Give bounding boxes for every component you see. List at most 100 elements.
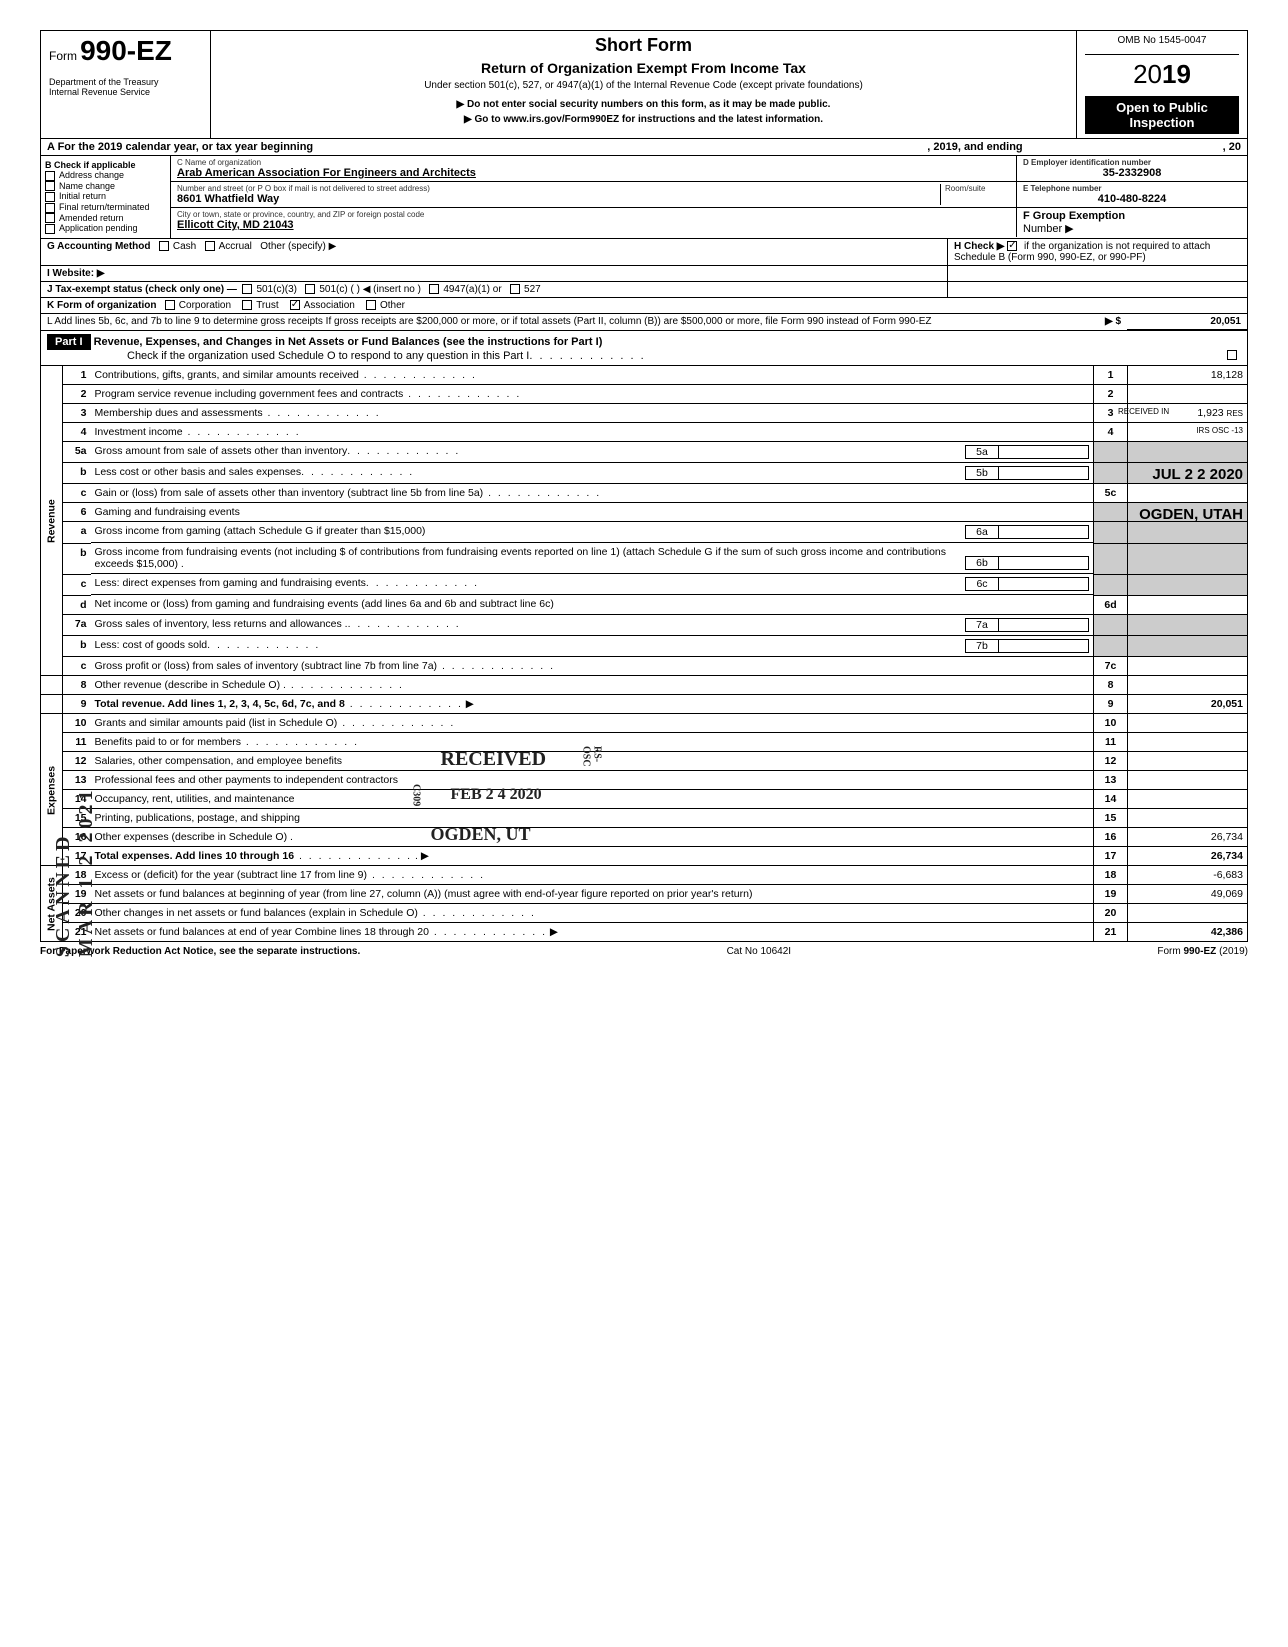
cell-f-group: F Group Exemption Number ▶	[1017, 208, 1247, 237]
lines-table: Revenue 1Contributions, gifts, grants, a…	[40, 366, 1248, 943]
part1-check-text: Check if the organization used Schedule …	[127, 350, 529, 362]
line-5c: cGain or (loss) from sale of assets othe…	[41, 484, 1248, 503]
cell-e-phone: E Telephone number 410-480-8224	[1017, 182, 1247, 207]
c-name-label: C Name of organization	[177, 158, 1010, 167]
side-expenses: Expenses	[41, 714, 63, 866]
cell-h: H Check ▶ if the organization is not req…	[947, 239, 1247, 265]
city-label: City or town, state or province, country…	[177, 210, 1010, 219]
title-short: Short Form	[219, 35, 1068, 56]
line-1: Revenue 1Contributions, gifts, grants, a…	[41, 366, 1248, 385]
line-16: 16Other expenses (describe in Schedule O…	[41, 828, 1248, 847]
phone-value: 410-480-8224	[1023, 193, 1241, 205]
note-ssn: Do not enter social security numbers on …	[219, 99, 1068, 110]
side-revenue: Revenue	[41, 366, 63, 676]
chk-initial-return[interactable]: Initial return	[45, 191, 166, 202]
header-left: Form 990-EZ Department of the Treasury I…	[41, 31, 211, 138]
cell-j: J Tax-exempt status (check only one) — 5…	[41, 282, 947, 297]
year-prefix: 20	[1133, 59, 1162, 89]
stamp-irs-osc: IRS OSC -13	[1128, 422, 1248, 441]
dept-treasury: Department of the Treasury Internal Reve…	[49, 77, 202, 97]
part1-header: Part I Revenue, Expenses, and Changes in…	[40, 331, 1248, 366]
b-header: B Check if applicable	[45, 160, 166, 170]
line-21: 21Net assets or fund balances at end of …	[41, 923, 1248, 942]
stamp-ogden-utah: OGDEN, UTAH	[1139, 506, 1243, 523]
h-label: H Check ▶	[954, 241, 1004, 252]
year-bold: 19	[1162, 59, 1191, 89]
row-a: A For the 2019 calendar year, or tax yea…	[40, 139, 1248, 156]
org-city: Ellicott City, MD 21043	[177, 219, 294, 231]
line-14: 14Occupancy, rent, utilities, and mainte…	[41, 790, 1248, 809]
line-20: 20Other changes in net assets or fund ba…	[41, 904, 1248, 923]
header-mid: Short Form Return of Organization Exempt…	[211, 31, 1077, 138]
line-13: 13Professional fees and other payments t…	[41, 771, 1248, 790]
meta-grid: B Check if applicable Address change Nam…	[40, 156, 1248, 239]
j-label: J Tax-exempt status (check only one) —	[47, 284, 237, 295]
note-url: Go to www.irs.gov/Form990EZ for instruct…	[219, 114, 1068, 125]
col-b-checkboxes: B Check if applicable Address change Nam…	[41, 156, 171, 238]
line-5a: 5aGross amount from sale of assets other…	[41, 441, 1248, 463]
l-text: L Add lines 5b, 6c, and 7b to line 9 to …	[41, 314, 1067, 330]
org-street: 8601 Whatfield Way	[177, 193, 279, 205]
chk-cash[interactable]	[159, 241, 169, 251]
line-17: 17Total expenses. Add lines 10 through 1…	[41, 847, 1248, 866]
e-label: E Telephone number	[1023, 184, 1241, 193]
line-8: 8Other revenue (describe in Schedule O) …	[41, 676, 1248, 695]
chk-527[interactable]	[510, 284, 520, 294]
cell-k: K Form of organization Corporation Trust…	[41, 298, 411, 313]
part1-title: Revenue, Expenses, and Changes in Net As…	[94, 336, 603, 348]
chk-4947[interactable]	[429, 284, 439, 294]
d-label: D Employer identification number	[1023, 158, 1241, 167]
chk-assoc[interactable]	[290, 300, 300, 310]
tax-year: 2019	[1085, 59, 1239, 90]
header-right: OMB No 1545-0047 2019 Open to Public Ins…	[1077, 31, 1247, 138]
chk-corp[interactable]	[165, 300, 175, 310]
cell-c-name: C Name of organization Arab American Ass…	[171, 156, 1017, 181]
stamp-received-in: RECEIVED IN	[1118, 407, 1169, 416]
form-label: Form	[49, 49, 77, 63]
title-sub: Under section 501(c), 527, or 4947(a)(1)…	[219, 80, 1068, 91]
line-7b: bLess: cost of goods sold7b	[41, 636, 1248, 657]
chk-501c3[interactable]	[242, 284, 252, 294]
footer-left: For Paperwork Reduction Act Notice, see …	[40, 946, 360, 957]
chk-address-change[interactable]: Address change	[45, 170, 166, 181]
k-label: K Form of organization	[47, 300, 156, 311]
line-6: 6Gaming and fundraising eventsOGDEN, UTA…	[41, 503, 1248, 522]
cell-city: City or town, state or province, country…	[171, 208, 1017, 237]
line-9: 9Total revenue. Add lines 1, 2, 3, 4, 5c…	[41, 695, 1248, 714]
form-990ez-page: SCANNED MAR 1 2 2021 Form 990-EZ Departm…	[40, 30, 1248, 957]
row-k: K Form of organization Corporation Trust…	[40, 298, 1248, 314]
chk-other-org[interactable]	[366, 300, 376, 310]
chk-h-schedule-b[interactable]	[1007, 241, 1017, 251]
org-name: Arab American Association For Engineers …	[177, 167, 476, 179]
f-label2: Number ▶	[1023, 223, 1074, 235]
ein-value: 35-2332908	[1023, 167, 1241, 179]
line-3: 3Membership dues and assessments3RECEIVE…	[41, 403, 1248, 422]
chk-501c[interactable]	[305, 284, 315, 294]
line-6d: dNet income or (loss) from gaming and fu…	[41, 595, 1248, 614]
chk-accrual[interactable]	[205, 241, 215, 251]
line-11: 11Benefits paid to or for members11	[41, 733, 1248, 752]
part1-label: Part I	[47, 334, 91, 350]
g-label: G Accounting Method	[47, 241, 151, 252]
side-netassets: Net Assets	[41, 866, 63, 942]
open-to-public: Open to Public Inspection	[1085, 96, 1239, 134]
g-other: Other (specify) ▶	[260, 241, 336, 252]
line-2: 2Program service revenue including gover…	[41, 384, 1248, 403]
line-15: 15Printing, publications, postage, and s…	[41, 809, 1248, 828]
chk-trust[interactable]	[242, 300, 252, 310]
chk-name-change[interactable]: Name change	[45, 181, 166, 192]
form-number: 990-EZ	[80, 35, 172, 66]
stamp-feb-date: FEB 2 4 2020	[451, 786, 542, 804]
row-l: L Add lines 5b, 6c, and 7b to line 9 to …	[40, 314, 1248, 331]
row-j: J Tax-exempt status (check only one) — 5…	[40, 282, 1248, 298]
row-a-label: A For the 2019 calendar year, or tax yea…	[47, 141, 313, 153]
chk-final-return[interactable]: Final return/terminated	[45, 202, 166, 213]
addr-label: Number and street (or P O box if mail is…	[177, 184, 940, 193]
chk-amended[interactable]: Amended return	[45, 213, 166, 224]
chk-app-pending[interactable]: Application pending	[45, 223, 166, 234]
chk-part1-schedo[interactable]	[1227, 350, 1237, 360]
row-i: I Website: ▶	[40, 266, 1248, 282]
row-a-mid: , 2019, and ending	[927, 141, 1022, 153]
l-value: 20,051	[1127, 314, 1247, 330]
omb-number: OMB No 1545-0047	[1085, 35, 1239, 55]
